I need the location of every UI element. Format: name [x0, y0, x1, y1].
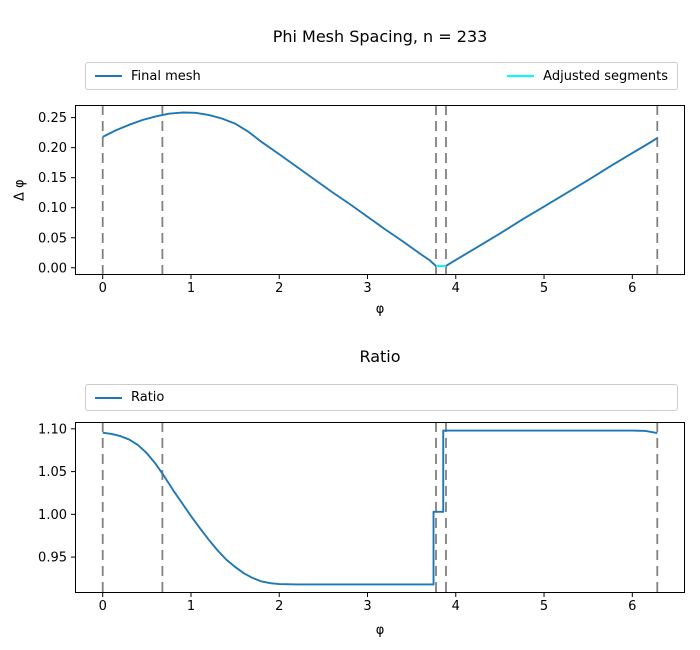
y-tick-label: 1.05 — [38, 465, 67, 480]
y-tick-label: 1.10 — [38, 422, 67, 437]
y-tick-label: 0.25 — [38, 111, 67, 126]
legend-line-swatch-icon — [507, 75, 535, 77]
spacing-plot-area: 0 1 2 3 4 5 6 0.00 0.05 0.10 0.15 0.20 0.25 — [38, 105, 685, 296]
legend-item: Ratio — [95, 390, 164, 405]
spacing-chart-title: Phi Mesh Spacing, n = 233 — [272, 27, 488, 46]
spacing-y-axis-label: Δ φ — [12, 179, 28, 201]
series-ratio — [102, 429, 658, 586]
legend-label: Ratio — [131, 390, 165, 405]
y-tick-label: 0.95 — [38, 551, 67, 566]
x-tick-label: 5 — [540, 599, 548, 614]
x-tick-label: 2 — [275, 599, 283, 614]
x-tick-label: 0 — [99, 599, 107, 614]
spacing-x-axis-label: φ — [375, 302, 385, 317]
legend-label: Adjusted segments — [543, 68, 668, 84]
x-tick-label: 1 — [187, 599, 195, 614]
legend-line-swatch-icon — [95, 75, 122, 77]
x-tick-label: 3 — [363, 599, 371, 614]
y-tick-label: 0.15 — [38, 171, 67, 186]
x-tick-label: 4 — [452, 281, 460, 296]
axes-frame — [75, 105, 685, 275]
y-tick-label: 1.00 — [38, 508, 67, 523]
ratio-legend: Ratio — [85, 384, 678, 411]
chart-canvas: 0 1 2 3 4 5 6 0.95 1.00 1.05 1.10 — [38, 422, 685, 614]
ratio-chart-title: Ratio — [359, 347, 401, 366]
x-tick-label: 6 — [628, 599, 636, 614]
y-tick-label: 0.20 — [38, 141, 67, 156]
spacing-legend: Final mesh Adjusted segments — [85, 62, 678, 90]
y-tick-label: 0.10 — [38, 201, 67, 216]
y-tick-label: 0.05 — [38, 231, 67, 246]
legend-line-swatch-icon — [95, 396, 122, 399]
ratio-x-axis-label: φ — [375, 623, 385, 638]
x-tick-label: 0 — [99, 281, 107, 296]
x-tick-label: 5 — [540, 281, 548, 296]
x-tick-label: 4 — [452, 599, 460, 614]
series-final-mesh — [102, 111, 658, 267]
legend-item: Final mesh — [95, 69, 201, 84]
axes-frame — [75, 422, 685, 593]
chart-canvas: 0 1 2 3 4 5 6 0.00 0.05 0.10 0.15 0.20 0.25 — [38, 105, 685, 296]
ratio-plot-area: 0 1 2 3 4 5 6 0.95 1.00 1.05 1.10 — [38, 422, 685, 614]
x-tick-label: 6 — [628, 281, 636, 296]
legend-item: Adjusted segments — [507, 69, 668, 84]
x-tick-label: 3 — [363, 281, 371, 296]
x-tick-label: 1 — [187, 281, 195, 296]
y-tick-label: 0.00 — [38, 261, 67, 276]
x-tick-label: 2 — [275, 281, 283, 296]
legend-label: Final mesh — [131, 68, 201, 84]
